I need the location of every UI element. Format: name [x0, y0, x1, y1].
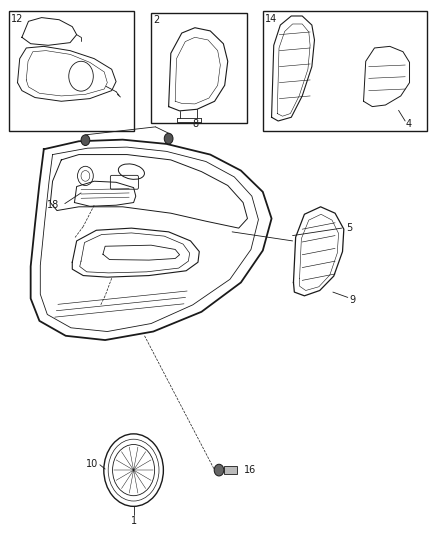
Circle shape	[81, 135, 90, 146]
Text: 2: 2	[153, 15, 159, 25]
Circle shape	[164, 133, 173, 144]
FancyBboxPatch shape	[224, 466, 237, 474]
Text: 5: 5	[346, 223, 352, 233]
Circle shape	[214, 464, 224, 476]
Bar	[151, 13, 247, 123]
Text: 10: 10	[86, 459, 99, 469]
Bar	[9, 11, 134, 131]
Text: 4: 4	[406, 119, 412, 129]
Text: 18: 18	[47, 200, 60, 210]
Text: 12: 12	[11, 14, 23, 23]
Text: 14: 14	[265, 14, 277, 23]
Bar	[263, 11, 427, 131]
Text: 8: 8	[193, 119, 199, 128]
Text: 16: 16	[244, 465, 257, 475]
Text: 9: 9	[350, 295, 356, 304]
Text: 1: 1	[131, 516, 137, 526]
